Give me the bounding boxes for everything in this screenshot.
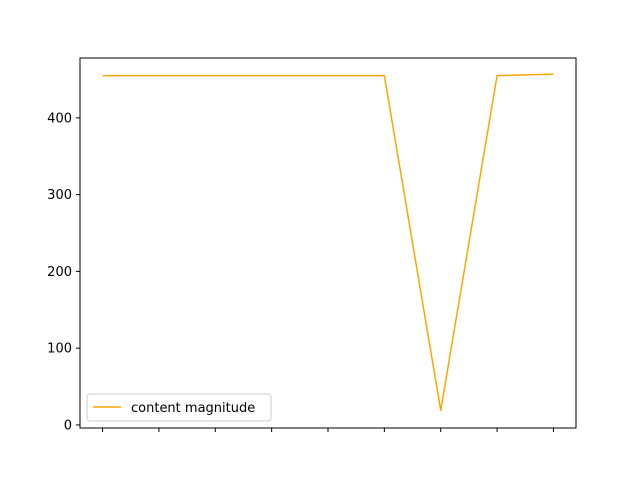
series-layer: [102, 73, 554, 412]
legend: content magnitude: [86, 393, 272, 422]
series-line-content-magnitude: [102, 73, 554, 412]
y-tick-label: 100: [47, 342, 72, 357]
y-axis-ticks: 0 100 200 300 400: [47, 111, 80, 433]
y-tick-label: 300: [47, 188, 72, 203]
x-axis-ticks: [102, 428, 554, 432]
legend-box: [86, 393, 272, 422]
legend-label: content magnitude: [131, 401, 255, 416]
y-tick-label: 0: [64, 418, 72, 433]
plot-frame: [79, 57, 577, 429]
y-tick-label: 400: [47, 111, 72, 126]
y-tick-label: 200: [47, 265, 72, 280]
